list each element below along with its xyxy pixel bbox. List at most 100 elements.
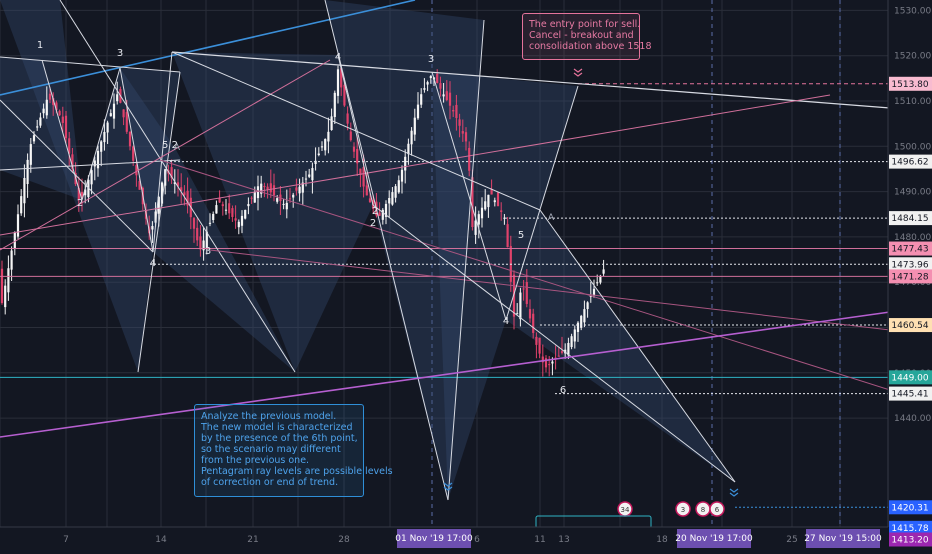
time-tick-label: 18: [656, 535, 668, 545]
candle-body: [4, 285, 7, 308]
candle-body: [461, 131, 464, 134]
candle-body: [544, 358, 548, 368]
candle-body: [420, 94, 423, 105]
purple-trend-line: [0, 311, 891, 438]
price-level-label: 1471.28: [891, 272, 928, 282]
wave-label: 2: [372, 206, 378, 217]
candle-body: [352, 146, 356, 152]
candle-body: [154, 211, 157, 223]
candle-body: [528, 309, 532, 319]
candle-body: [452, 110, 455, 112]
candle-body: [20, 196, 23, 214]
candle-body: [269, 183, 272, 193]
candle-body: [304, 178, 308, 180]
candle-body: [224, 209, 228, 211]
candle-body: [570, 336, 573, 348]
candle-body: [506, 224, 509, 248]
candle-body: [221, 204, 224, 207]
candle-body: [400, 169, 404, 182]
candle-body: [589, 295, 592, 297]
candle-body: [10, 250, 13, 270]
candle-body: [64, 115, 68, 139]
price-level-badge: [889, 370, 932, 385]
price-level-label: 1420.31: [891, 503, 928, 513]
candle-body: [516, 313, 519, 315]
note-line: from the previous one.: [201, 455, 310, 466]
event-icon[interactable]: 6: [709, 501, 725, 517]
wave-label: A: [174, 143, 181, 153]
price-level-label: 1415.78: [891, 524, 928, 534]
chevron-icon: [729, 488, 739, 497]
candle-body: [333, 92, 336, 117]
wave-label: 6: [560, 385, 566, 396]
price-level-label: 1513.80: [891, 80, 928, 90]
candle-body: [0, 268, 4, 304]
candle-body: [541, 356, 544, 363]
candle-body: [384, 203, 388, 217]
trend-line: [59, 0, 296, 373]
note-line: Cancel - breakout and: [529, 30, 634, 41]
candle-body: [416, 104, 420, 119]
note-line: The entry point for sell.: [529, 19, 641, 30]
trend-line: [447, 19, 485, 501]
candle-body: [330, 116, 333, 130]
candle-body: [500, 210, 503, 212]
candle-body: [404, 156, 407, 171]
candle-body: [90, 170, 93, 185]
price-level-badge: [889, 532, 932, 547]
trend-line: [171, 51, 541, 211]
event-icons[interactable]: 34 3 8 6: [535, 501, 725, 529]
candle-body: [116, 94, 119, 102]
candle-body: [263, 186, 266, 188]
candle-body: [205, 231, 208, 248]
wave-label: 2: [77, 198, 83, 209]
price-tick-label: 1490.00: [894, 188, 931, 198]
candle-body: [237, 221, 240, 228]
candle-body: [157, 197, 160, 214]
time-tick-label: 13: [558, 535, 569, 545]
note-line: consolidation above 1518: [529, 41, 652, 52]
candle-body: [560, 351, 564, 353]
candle-body: [39, 117, 42, 126]
candle-body: [122, 109, 125, 118]
price-level-badge: [889, 318, 932, 333]
analysis-note[interactable]: Analyze the previous model. The new mode…: [194, 404, 393, 497]
event-icon[interactable]: 34: [617, 501, 633, 517]
candle-body: [423, 88, 426, 90]
time-axis[interactable]: 7 14 21 28 6 11 13 18 25 01 Nov '19 17:00 20 Nov '…: [0, 526, 888, 550]
candle-body: [244, 209, 247, 219]
candle-body: [106, 122, 109, 133]
candle-body: [336, 69, 340, 96]
price-tick-label: 1510.00: [894, 97, 931, 107]
arrow-markers: [443, 68, 739, 497]
price-tick-label: 1520.00: [894, 52, 931, 62]
candle-body: [471, 177, 474, 228]
candle-body: [365, 185, 368, 196]
candle-body: [311, 168, 314, 181]
candle-body: [349, 131, 352, 141]
candle-body: [436, 73, 439, 84]
candle-body: [493, 200, 496, 203]
candle-body: [368, 198, 372, 203]
event-icon[interactable]: 8: [695, 501, 711, 517]
candle-body: [125, 112, 128, 132]
candle-body: [378, 212, 381, 216]
price-axis[interactable]: 1440.001450.001460.001470.001480.001490.…: [887, 0, 932, 550]
price-level-badge: [889, 257, 932, 272]
entry-point-note[interactable]: The entry point for sell. Cancel - break…: [522, 13, 652, 60]
event-icon[interactable]: 3: [675, 501, 691, 517]
price-level-label: 1413.20: [891, 536, 928, 546]
candle-body: [343, 84, 346, 106]
candle-body: [58, 110, 61, 116]
pink-channel-line: [209, 249, 891, 331]
candle-body: [592, 288, 596, 296]
price-level-badge: [889, 76, 932, 91]
candle-body: [48, 93, 52, 100]
pentagram-region: [506, 210, 735, 482]
candle-body: [16, 214, 20, 237]
wave-line: [171, 51, 891, 109]
candle-body: [381, 209, 384, 220]
candle-body: [199, 236, 202, 250]
